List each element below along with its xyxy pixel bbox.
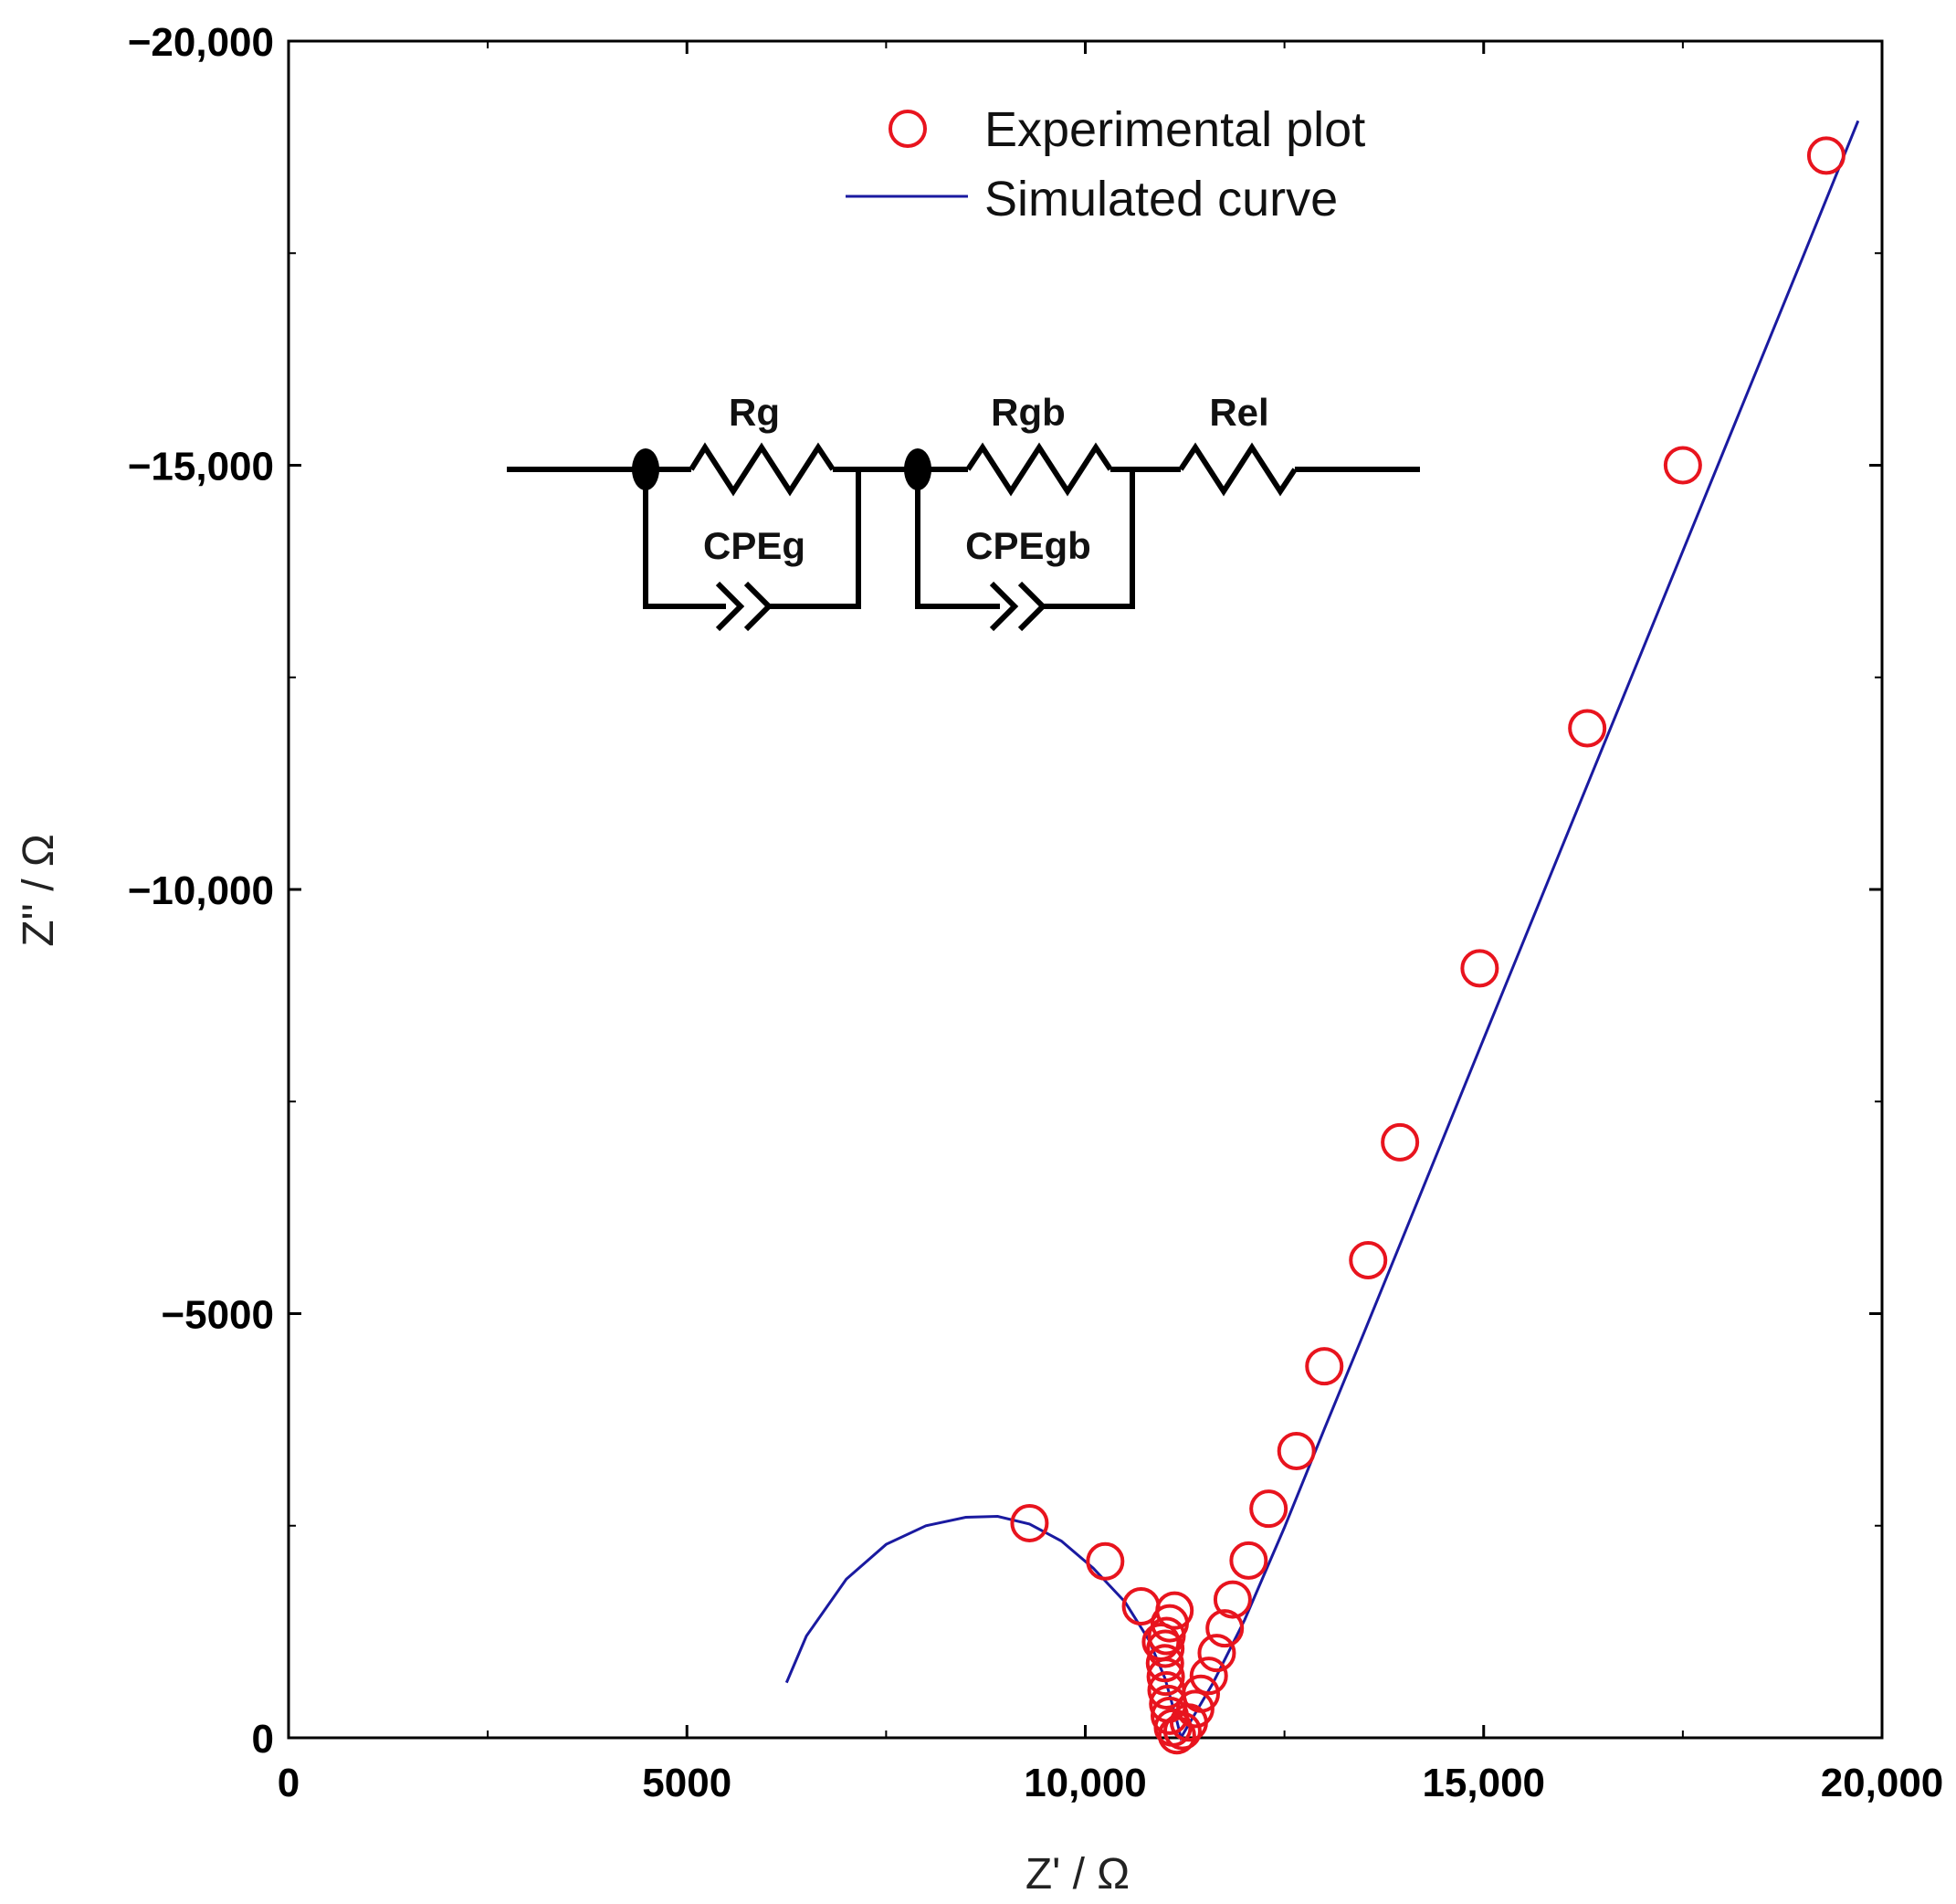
- circuit-label-rg: Rg: [729, 391, 780, 434]
- circuit-wire-cpegb: [1043, 469, 1135, 609]
- experimental-point: [1205, 1609, 1245, 1648]
- x-tick-label: 5000: [642, 1761, 731, 1805]
- experimental-point: [1305, 1347, 1344, 1386]
- experimental-point: [1806, 136, 1846, 175]
- simulated-curve-line: [784, 120, 1860, 1741]
- series-layer: [784, 120, 1860, 1755]
- experimental-point: [1086, 1541, 1125, 1581]
- y-tick-label: −5000: [161, 1293, 274, 1338]
- experimental-point: [1010, 1503, 1049, 1542]
- experimental-point: [1147, 1670, 1186, 1709]
- experimental-point: [1663, 446, 1702, 485]
- circuit-label-cpegb: CPEgb: [965, 524, 1091, 567]
- y-tick-label: −20,000: [128, 20, 274, 65]
- legend: Experimental plot Simulated curve: [846, 102, 1365, 226]
- x-tick-label: 20,000: [1821, 1761, 1944, 1805]
- experimental-point: [1213, 1580, 1252, 1619]
- circuit-label-rgb: Rgb: [991, 391, 1066, 434]
- y-tick-label: −15,000: [128, 445, 274, 489]
- circuit-wire-cpegb: [915, 469, 1000, 609]
- experimental-point: [1145, 1644, 1184, 1683]
- circuit-node: [632, 448, 659, 490]
- legend-marker-experimental: [889, 110, 927, 148]
- experimental-point: [1568, 709, 1607, 748]
- x-axis-title: Z' / Ω: [1025, 1850, 1130, 1899]
- y-axis-title: Z'' / Ω: [15, 834, 63, 947]
- cpe-gb-chevron-1: [989, 581, 1019, 632]
- resistor-rel: [1178, 442, 1298, 497]
- circuit-label-rel: Rel: [1209, 391, 1268, 434]
- y-axis: 0 −5000 −10,000 −15,000 −20,000: [128, 20, 1882, 1762]
- circuit-wire-cpeg: [769, 469, 861, 609]
- circuit-wire-cpeg: [643, 469, 726, 609]
- circuit-node: [904, 448, 931, 490]
- experimental-point: [1229, 1541, 1268, 1580]
- experimental-point: [1381, 1122, 1420, 1162]
- x-axis: 0 5000 10,000 15,000 20,000: [278, 41, 1944, 1805]
- experimental-point: [1349, 1240, 1388, 1279]
- experimental-point: [1150, 1696, 1189, 1735]
- experimental-point: [1146, 1629, 1185, 1668]
- y-tick-label: −10,000: [128, 868, 274, 913]
- experimental-point: [1141, 1623, 1181, 1662]
- experimental-point: [1155, 1591, 1194, 1630]
- cpe-g-chevron-1: [715, 581, 745, 632]
- plot-frame: [287, 39, 1884, 1740]
- experimental-point: [1149, 1684, 1188, 1723]
- x-tick-label: 10,000: [1024, 1761, 1147, 1805]
- experimental-point: [1277, 1431, 1316, 1470]
- cpe-gb-chevron-2: [1017, 581, 1047, 632]
- experimental-point: [1197, 1634, 1236, 1673]
- resistor-rgb: [965, 442, 1113, 497]
- resistor-rg: [689, 442, 836, 497]
- equivalent-circuit: [507, 442, 1420, 632]
- circuit-label-cpeg: CPEg: [703, 524, 805, 567]
- legend-label-experimental: Experimental plot: [984, 102, 1365, 157]
- experimental-point: [1249, 1489, 1288, 1529]
- experimental-point: [1121, 1587, 1161, 1626]
- cpe-g-chevron-2: [743, 581, 773, 632]
- experimental-point: [1460, 949, 1499, 988]
- legend-label-simulated: Simulated curve: [984, 172, 1338, 226]
- y-tick-label: 0: [252, 1717, 274, 1762]
- x-tick-label: 0: [278, 1761, 300, 1805]
- x-tick-label: 15,000: [1422, 1761, 1545, 1805]
- experimental-point: [1189, 1657, 1228, 1696]
